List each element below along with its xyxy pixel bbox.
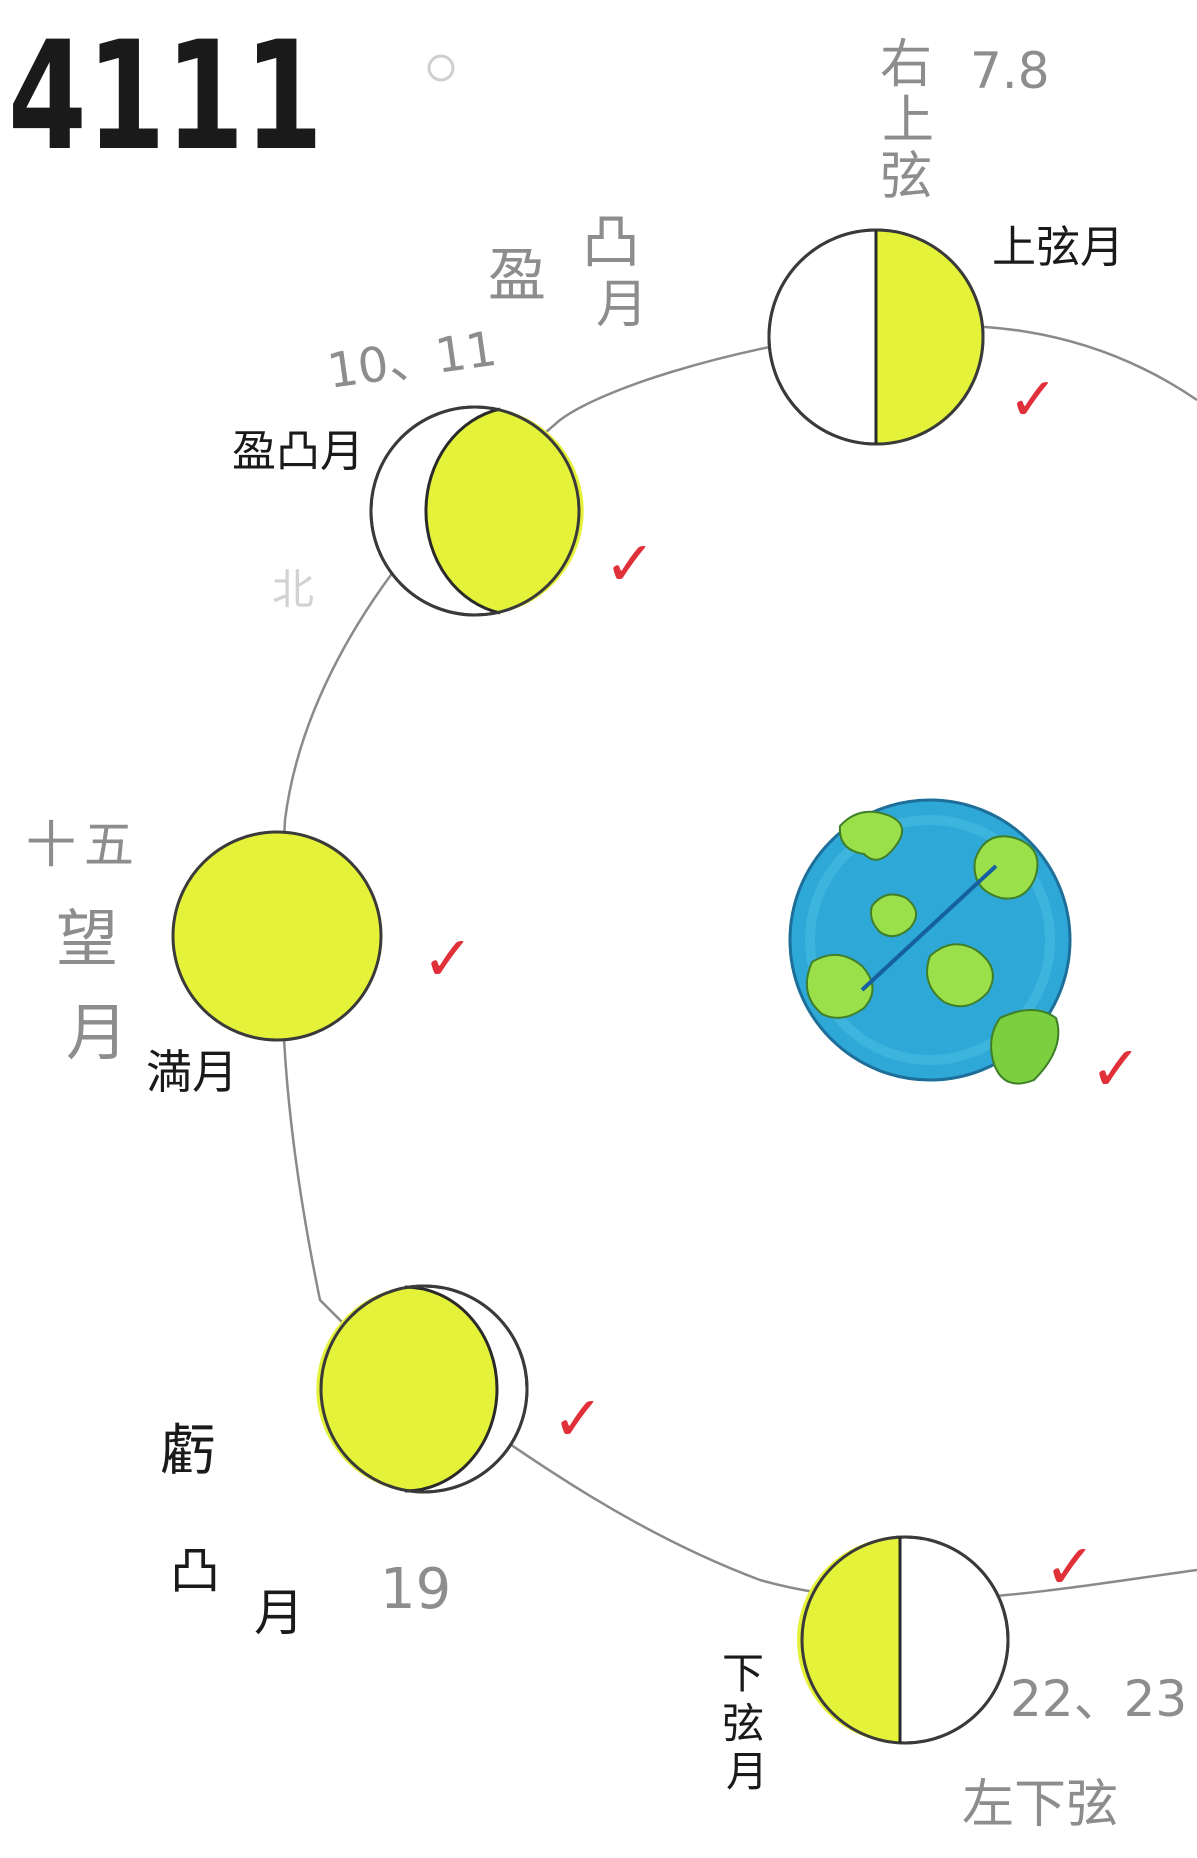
first-quarter-pencil-title-2: 上 xyxy=(882,91,934,151)
earth-continent-1 xyxy=(838,810,903,861)
waxing-gibbous-check: ✓ xyxy=(604,527,656,600)
earth-continent-4 xyxy=(805,954,874,1019)
first-quarter-pencil-title-3: 弦 xyxy=(880,147,932,207)
first-quarter-pencil-title-1: 右 xyxy=(880,35,932,95)
earth-continent-5 xyxy=(926,943,994,1008)
class-number: 4111 xyxy=(8,10,323,184)
last-quarter-check: ✓ xyxy=(1044,1530,1096,1603)
earth-icon xyxy=(788,798,1072,1085)
last-quarter-moon xyxy=(797,1535,1010,1745)
earth-continent-2 xyxy=(973,835,1039,900)
waning-gibbous-label-2: 凸 xyxy=(170,1542,220,1600)
first-quarter-check: ✓ xyxy=(1008,365,1058,435)
waxing-gibbous-pencil-title-2: 凸 xyxy=(582,208,640,276)
full-moon xyxy=(171,830,383,1042)
full-pencil-title-3: 望 xyxy=(56,902,118,975)
earth-axis xyxy=(860,864,998,992)
faint-circle xyxy=(427,54,455,82)
full-label: 満月 xyxy=(146,1045,238,1099)
waning-gibbous-pencil-days: 19 xyxy=(380,1557,451,1622)
waxing-gibbous-pencil-days: 10、11 xyxy=(324,321,500,400)
last-quarter-pencil-days: 22、23 xyxy=(1010,1670,1187,1728)
first-quarter-pencil-days: 7.8 xyxy=(970,42,1050,100)
waxing-gibbous-label: 盈凸月 xyxy=(232,426,364,477)
last-quarter-pencil-note: 左下弦 xyxy=(962,1775,1118,1835)
waning-gibbous-label-3: 月 xyxy=(254,1584,304,1642)
waxing-gibbous-pencil-title-3: 月 xyxy=(596,275,648,335)
last-quarter-label-3: 月 xyxy=(726,1747,768,1796)
last-quarter-label-2: 弦 xyxy=(722,1699,764,1748)
waning-gibbous-moon xyxy=(316,1284,529,1494)
full-check: ✓ xyxy=(422,922,474,995)
first-quarter-moon xyxy=(767,228,985,446)
earth-check: ✓ xyxy=(1090,1032,1142,1105)
last-quarter-lit-half xyxy=(797,1537,900,1743)
full-pencil-title-1: 十 xyxy=(26,816,76,874)
first-quarter-lit-half xyxy=(876,230,983,444)
earth-continent-6 xyxy=(990,1009,1060,1085)
waning-gibbous-lit-part xyxy=(316,1287,497,1491)
waxing-gibbous-faint-note: 北 xyxy=(272,565,314,614)
earth-continent-3 xyxy=(870,893,917,938)
first-quarter-label: 上弦月 xyxy=(992,222,1124,273)
waning-gibbous-check: ✓ xyxy=(552,1382,604,1455)
full-pencil-title-2: 五 xyxy=(84,816,134,874)
waning-gibbous-label-1: 虧 xyxy=(160,1419,216,1484)
full-pencil-title-4: 月 xyxy=(66,996,128,1069)
waxing-gibbous-lit-part xyxy=(425,409,584,613)
waxing-gibbous-pencil-title-1: 盈 xyxy=(488,241,546,309)
waxing-gibbous-moon xyxy=(369,405,584,617)
last-quarter-label-1: 下 xyxy=(722,1649,764,1698)
